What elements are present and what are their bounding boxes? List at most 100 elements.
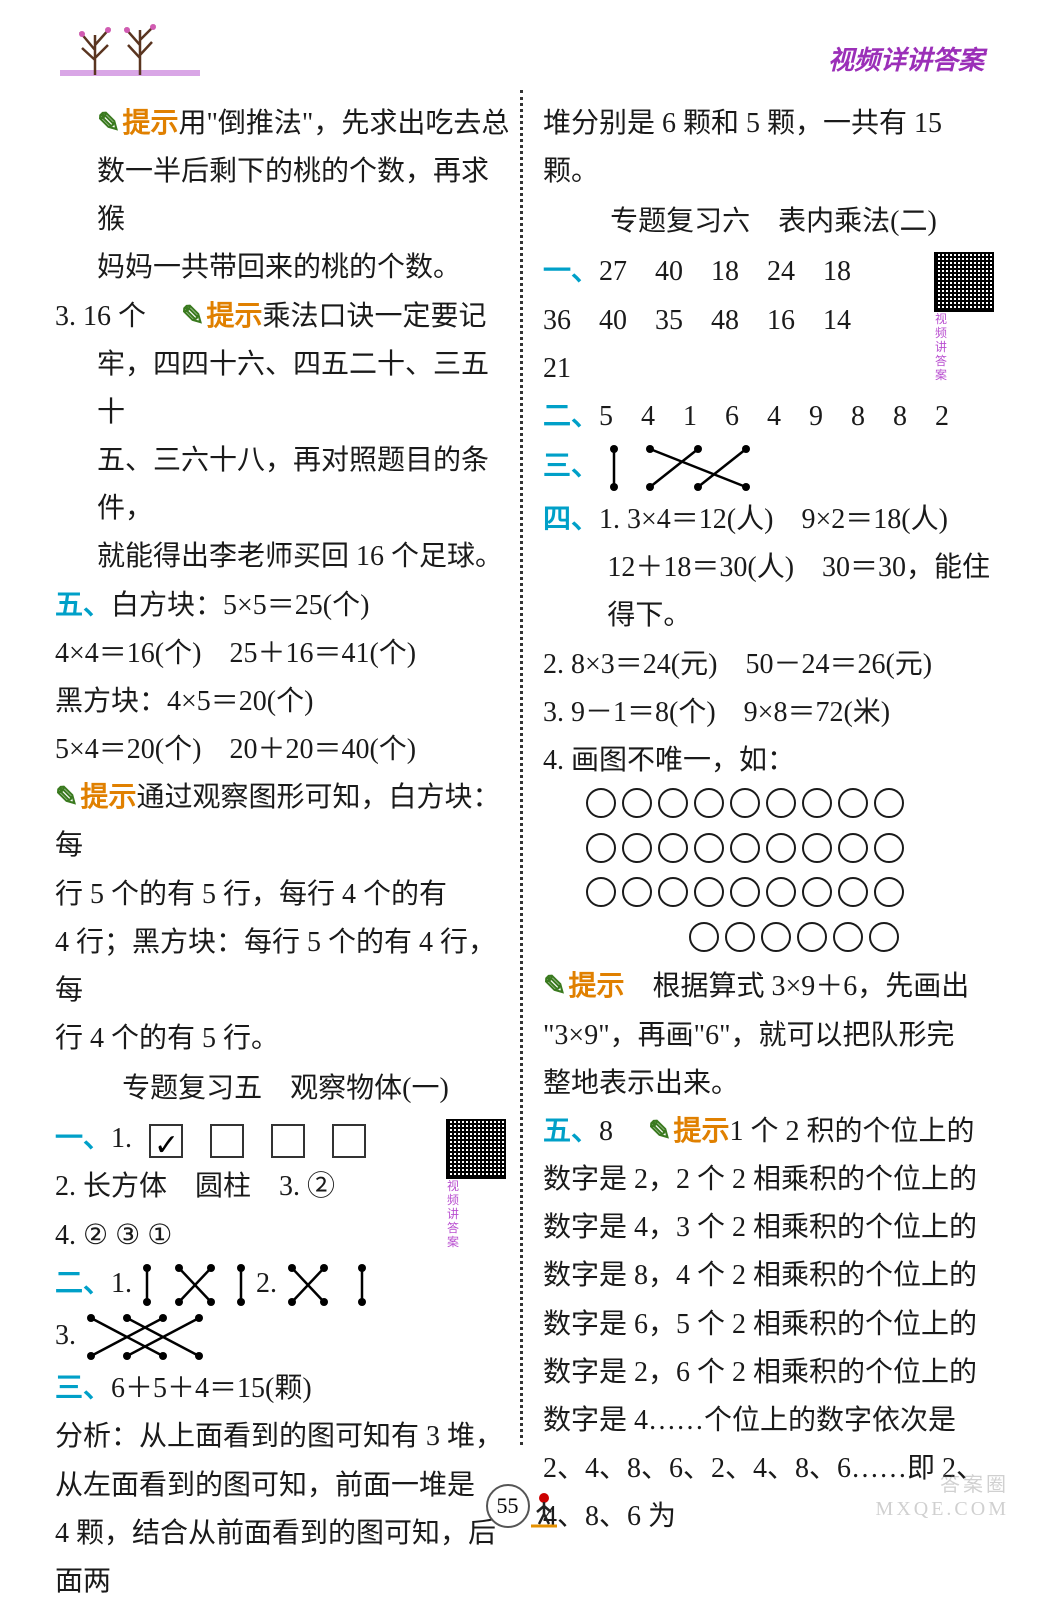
section-label: 五、	[55, 590, 111, 621]
circle-icon	[689, 922, 719, 952]
text: 5×4＝20(个) 20＋20＝40(个)	[55, 726, 516, 774]
t6-section-4: 四、1. 3×4＝12(人) 9×2＝18(人)	[543, 496, 1004, 544]
circle-icon	[869, 922, 899, 952]
text: "3×9"，再画"6"，就可以把队形完	[543, 1012, 1004, 1060]
circle-icon	[730, 833, 760, 863]
right-column: 堆分别是 6 颗和 5 颗，一共有 15 颗。 专题复习六 表内乘法(二) 视频…	[528, 100, 1004, 1470]
q-num: 3.	[55, 1320, 76, 1351]
q-num: 2.	[256, 1268, 277, 1299]
hint-label: 提示	[80, 782, 136, 813]
hint-label: 提示	[207, 301, 263, 332]
circle-icon	[730, 877, 760, 907]
text: 白方块：5×5＝25(个)	[111, 590, 369, 621]
text: 根据算式 3×9＋6，先画出	[653, 971, 970, 1002]
hint-label: 提示	[674, 1116, 730, 1147]
left-column: ✎提示用"倒推法"，先求出吃去总 数一半后剩下的桃的个数，再求猴 妈妈一共带回来…	[55, 100, 528, 1470]
leaf-icon: ✎	[543, 971, 566, 1002]
circle-icon	[802, 788, 832, 818]
text: 5 4 1 6 4 9 8 8 2	[599, 401, 949, 432]
hint-block: ✎提示 根据算式 3×9＋6，先画出	[543, 963, 1004, 1011]
text: 五、三六十八，再对照题目的条件，	[55, 437, 516, 533]
checkbox-checked	[149, 1124, 183, 1158]
watermark-line1: 答案圈	[876, 1473, 1009, 1497]
skier-icon	[529, 1488, 559, 1528]
text: 4. 画图不唯一，如：	[543, 737, 1004, 785]
hint-label: 提示	[568, 971, 624, 1002]
text: 6＋5＋4＝15(颗)	[111, 1373, 312, 1404]
circle-row	[543, 785, 1004, 830]
qr-label: 视频讲答案	[935, 312, 947, 382]
q-num: 3.	[55, 301, 76, 332]
text: 27 40 18 24 18	[599, 256, 851, 287]
section-label: 一、	[543, 256, 599, 287]
circle-icon	[622, 788, 652, 818]
section-label: 二、	[543, 401, 599, 432]
matching-diagram-icon	[284, 1260, 374, 1310]
text: 8	[599, 1116, 613, 1147]
page-header: 视频详讲答案	[0, 0, 1044, 90]
circle-icon	[586, 833, 616, 863]
checkbox-empty	[271, 1124, 305, 1158]
t5-s2-q3: 3.	[55, 1310, 516, 1365]
column-divider	[520, 90, 523, 1445]
text: 整地表示出来。	[543, 1060, 1004, 1108]
text: 1. 3×4＝12(人) 9×2＝18(人)	[599, 504, 948, 535]
circle-icon	[766, 877, 796, 907]
leaf-icon: ✎	[97, 108, 120, 139]
leaf-icon: ✎	[648, 1116, 671, 1147]
section-label: 五、	[543, 1116, 599, 1147]
text: 数字是 6，5 个 2 相乘积的个位上的	[543, 1301, 1004, 1349]
checkbox-empty	[210, 1124, 244, 1158]
t6-section-5: 五、8 ✎提示1 个 2 积的个位上的	[543, 1108, 1004, 1156]
leaf-icon: ✎	[181, 301, 204, 332]
circle-icon	[658, 788, 688, 818]
text: 乘法口诀一定要记	[263, 301, 487, 332]
circle-row	[543, 830, 1004, 875]
text: 就能得出李老师买回 16 个足球。	[55, 533, 516, 581]
section-label: 三、	[55, 1373, 111, 1404]
circle-icon	[874, 877, 904, 907]
t5-section-3: 三、6＋5＋4＝15(颗)	[55, 1365, 516, 1413]
q-ans: 16 个	[83, 301, 146, 332]
text: 4 行；黑方块：每行 5 个的有 4 行，每	[55, 919, 516, 1015]
circle-icon	[838, 833, 868, 863]
circle-icon	[874, 833, 904, 863]
circle-icon	[730, 788, 760, 818]
text: 数字是 2，6 个 2 相乘积的个位上的	[543, 1349, 1004, 1397]
topic-5-title: 专题复习五 观察物体(一)	[55, 1063, 516, 1115]
text: 数字是 4，3 个 2 相乘积的个位上的	[543, 1204, 1004, 1252]
circle-icon	[797, 922, 827, 952]
topic-6-title: 专题复习六 表内乘法(二)	[543, 196, 1004, 248]
circle-row	[543, 919, 1004, 964]
circle-icon	[658, 877, 688, 907]
watermark: 答案圈 MXQE.COM	[876, 1473, 1009, 1521]
t5-section-2: 二、1. 2.	[55, 1260, 516, 1311]
circle-icon	[766, 833, 796, 863]
qr-code[interactable]: 视频讲答案	[934, 252, 1004, 322]
text: 行 4 个的有 5 行。	[55, 1015, 516, 1063]
qr-code[interactable]: 视频讲答案	[446, 1119, 516, 1189]
circle-icon	[622, 833, 652, 863]
text: 用"倒推法"，先求出吃去总	[178, 108, 509, 139]
page-number: 55	[486, 1484, 530, 1528]
circle-icon	[766, 788, 796, 818]
text: 分析：从上面看到的图可知有 3 堆，	[55, 1413, 516, 1461]
page: 视频详讲答案 ✎提示用"倒推法"，先求出吃去总 数一半后剩下的桃的个数，再求猴 …	[0, 0, 1044, 1536]
section-5: 五、白方块：5×5＝25(个)	[55, 582, 516, 630]
hint-block: ✎提示用"倒推法"，先求出吃去总	[55, 100, 516, 148]
circle-icon	[586, 877, 616, 907]
circle-icon	[802, 833, 832, 863]
circle-row	[543, 874, 1004, 919]
t5-section-1: 视频讲答案 一、1.	[55, 1115, 516, 1163]
qr-icon	[934, 252, 994, 312]
tree-decoration-icon	[60, 20, 200, 80]
checkbox-empty	[332, 1124, 366, 1158]
text: 黑方块：4×5＝20(个)	[55, 678, 516, 726]
text: 1 个 2 积的个位上的	[730, 1116, 975, 1147]
text: 牢，四四十六、四五二十、三五十	[55, 341, 516, 437]
circle-icon	[838, 788, 868, 818]
circle-icon	[694, 877, 724, 907]
hint-label: 提示	[122, 108, 178, 139]
section-label: 二、	[55, 1268, 111, 1299]
matching-diagram-icon	[139, 1260, 249, 1310]
